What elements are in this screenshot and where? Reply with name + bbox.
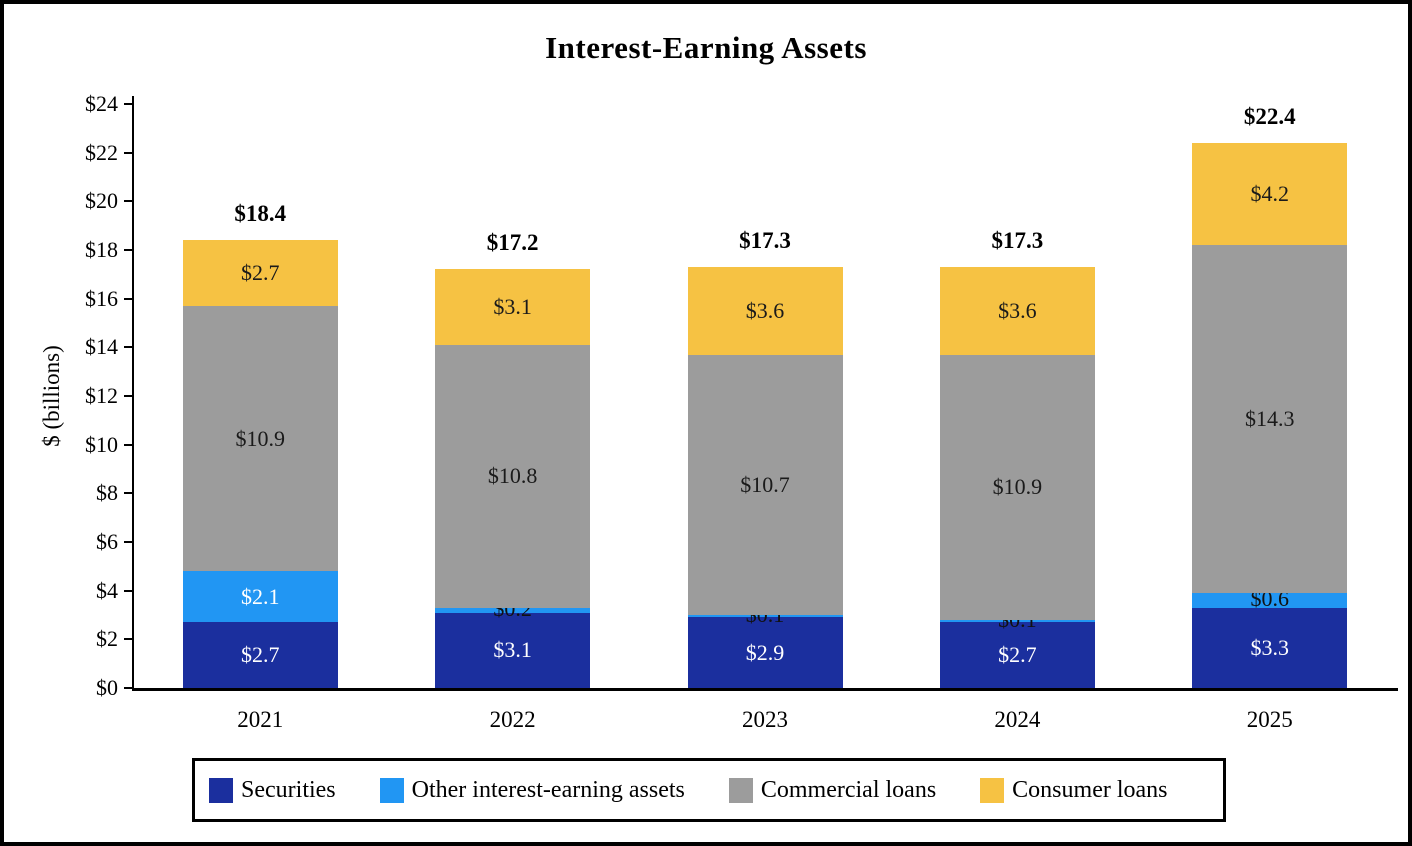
- legend-swatch-consumer-loans: [980, 777, 1005, 803]
- x-tick-label: 2023: [742, 707, 788, 732]
- bar-segment-other-interest-earning-assets: [182, 571, 338, 623]
- x-axis-line: [132, 688, 1398, 691]
- segment-label: $3.3: [1250, 634, 1290, 660]
- legend-item-consumer-loans: Consumer loans: [980, 776, 1168, 804]
- bar-segment-other-interest-earning-assets: [435, 607, 591, 613]
- x-tick-label: 2021: [237, 707, 284, 732]
- y-tick-label: $2: [96, 626, 118, 652]
- bar-segment-other-interest-earning-assets: [939, 619, 1095, 623]
- bar-segment-other-interest-earning-assets: [687, 615, 843, 618]
- bar-segment-securities: [182, 622, 338, 688]
- segment-label: $10.7: [740, 471, 790, 497]
- y-tick-label: $22: [85, 139, 118, 165]
- bar-segment-consumer-loans: [1192, 142, 1348, 246]
- y-tick-mark: [124, 200, 134, 203]
- y-tick-mark: [124, 687, 134, 689]
- x-tick-label: 2022: [489, 707, 536, 732]
- y-axis-line: [132, 96, 134, 688]
- legend-item-other-assets: Other interest-earning assets: [379, 776, 685, 804]
- y-tick-mark: [124, 297, 134, 300]
- segment-label: $2.7: [998, 642, 1037, 668]
- segment-label: $3.1: [493, 294, 532, 320]
- y-tick-mark: [124, 249, 134, 251]
- segment-label: $10.8: [487, 463, 538, 489]
- y-tick-mark: [124, 346, 134, 349]
- bar-segment-commercial-loans: [939, 354, 1095, 620]
- y-tick-label: $6: [96, 529, 118, 554]
- y-tick-label: $14: [85, 334, 118, 360]
- bar-segment-commercial-loans: [687, 354, 843, 615]
- bar-segment-securities: [939, 622, 1095, 688]
- y-tick-label: $12: [85, 383, 118, 408]
- bar-segment-securities: [435, 612, 591, 688]
- y-tick-label: $16: [85, 285, 118, 311]
- y-tick-label: $18: [85, 237, 118, 262]
- segment-label: $2.1: [240, 583, 280, 609]
- y-tick-label: $4: [96, 577, 118, 603]
- legend-swatch-securities: [209, 777, 233, 803]
- y-tick-mark: [124, 541, 134, 543]
- bar-segment-securities: [1192, 607, 1348, 688]
- y-tick-mark: [124, 103, 134, 105]
- bar-segment-commercial-loans: [182, 305, 338, 572]
- legend-label: Other interest-earning assets: [411, 776, 685, 803]
- y-tick-mark: [124, 589, 134, 592]
- segment-label: $3.1: [493, 637, 532, 663]
- y-tick-mark: [124, 638, 134, 641]
- bar-segment-consumer-loans: [182, 240, 338, 306]
- legend: Securities Other interest-earning assets…: [192, 758, 1226, 822]
- y-tick-label: $0: [96, 675, 118, 700]
- segment-label: $2.7: [240, 260, 280, 286]
- total-label: $17.2: [486, 230, 539, 256]
- y-tick-mark: [124, 151, 134, 154]
- segment-label: $10.9: [992, 474, 1043, 500]
- segment-label: $10.9: [235, 425, 285, 451]
- total-label: $17.3: [739, 228, 791, 254]
- bar-segment-commercial-loans: [435, 344, 591, 608]
- plot-area: $0 $2 $4 $6 $8 $10 $12 $14 $16 $18 $20 $22 $24 $2.7 $2…: [4, 4, 1408, 842]
- legend-label: Commercial loans: [760, 776, 937, 803]
- y-tick-label: $10: [85, 431, 118, 457]
- segment-label: $14.3: [1245, 406, 1295, 432]
- legend-item-securities: Securities: [209, 777, 336, 804]
- y-tick-label: $8: [96, 480, 118, 506]
- y-tick-mark: [124, 443, 134, 446]
- x-tick-label: 2025: [1246, 707, 1293, 732]
- legend-swatch-other-assets: [379, 777, 404, 803]
- y-tick-label: $24: [85, 91, 118, 116]
- segment-label: $3.6: [998, 297, 1037, 323]
- x-tick-label: 2024: [994, 707, 1041, 732]
- legend-swatch-commercial-loans: [728, 777, 753, 803]
- segment-label: $2.7: [240, 642, 280, 668]
- segment-label: $4.2: [1250, 181, 1290, 207]
- bar-segment-securities: [687, 617, 843, 688]
- total-label: $18.4: [234, 201, 287, 227]
- y-tick-label: $20: [85, 188, 118, 214]
- y-tick-mark: [124, 492, 134, 495]
- chart-title: Interest-Earning Assets: [545, 30, 867, 65]
- legend-label: Consumer loans: [1012, 776, 1168, 803]
- bar-segment-consumer-loans: [939, 267, 1095, 355]
- y-tick-mark: [124, 395, 134, 397]
- segment-label: $3.6: [745, 297, 785, 323]
- bar-segment-other-interest-earning-assets: [1192, 593, 1348, 608]
- bar-segment-commercial-loans: [1192, 245, 1348, 594]
- bar-segment-consumer-loans: [435, 269, 591, 345]
- total-label: $17.3: [991, 228, 1044, 254]
- total-label: $22.4: [1243, 103, 1296, 129]
- legend-label: Securities: [241, 776, 336, 803]
- bar-segment-consumer-loans: [687, 267, 843, 355]
- legend-item-commercial-loans: Commercial loans: [728, 776, 937, 804]
- segment-label: $2.9: [745, 639, 785, 665]
